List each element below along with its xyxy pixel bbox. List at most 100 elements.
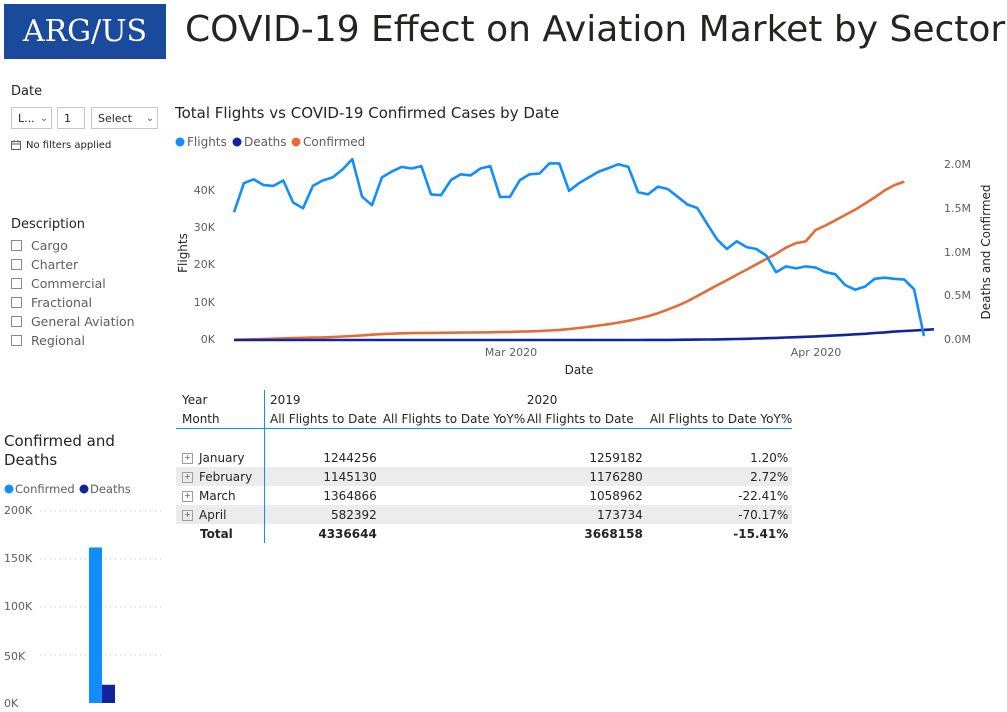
total-label: Total	[200, 526, 233, 541]
slicer-item-charter[interactable]: Charter	[11, 257, 78, 272]
y-tick-label: 30K	[194, 221, 216, 234]
cell-yoy-2020: 2.72%	[750, 469, 789, 484]
checkbox[interactable]	[11, 278, 22, 289]
checkbox[interactable]	[11, 297, 22, 308]
x-tick-label: Mar 2020	[485, 346, 537, 359]
year-header-2019: 2019	[263, 390, 377, 409]
checkbox[interactable]	[11, 335, 22, 346]
cell-yoy-2019	[377, 448, 527, 467]
legend-dot-deaths	[79, 484, 89, 494]
y2-tick-label: 0.0M	[944, 333, 971, 346]
y-tick-label: 10K	[194, 296, 216, 309]
total-yoy-2019	[377, 524, 527, 543]
chart-legend: Flights Deaths Confirmed	[175, 135, 365, 149]
flights-vs-covid-chart[interactable]: Flights Deaths Confirmed 0K 10K 20K 30K …	[170, 128, 1000, 383]
date-period-dropdown[interactable]: L... ⌄	[11, 107, 52, 129]
cell-flights-2020: 1058962	[589, 488, 643, 503]
chevron-down-icon: ⌄	[39, 112, 49, 124]
gridlines	[40, 510, 165, 656]
total-flights-2020: 3668158	[584, 526, 643, 541]
date-count-input[interactable]: 1	[57, 107, 85, 129]
cell-flights-2020: 173734	[597, 507, 643, 522]
legend-deaths[interactable]: Deaths	[244, 135, 287, 149]
date-unit-value: Select	[98, 111, 132, 125]
plus-box-icon[interactable]: +	[182, 490, 193, 502]
page-title: COVID-19 Effect on Aviation Market by Se…	[185, 9, 1006, 50]
legend-confirmed[interactable]: Confirmed	[303, 135, 365, 149]
series-line-confirmed[interactable]	[233, 180, 905, 342]
cell-flights-2019: 582392	[263, 505, 377, 524]
checkbox[interactable]	[11, 259, 22, 270]
cell-yoy-2019	[377, 505, 527, 524]
legend-deaths[interactable]: Deaths	[90, 482, 131, 496]
col-header-flights-2019[interactable]: All Flights to Date	[263, 409, 377, 429]
cell-yoy-2020: -22.41%	[738, 488, 789, 503]
slicer-item-label: Charter	[31, 257, 79, 272]
col-header-flights-2020[interactable]: All Flights to Date	[526, 411, 634, 426]
cell-yoy-2019	[377, 486, 527, 505]
plus-box-icon[interactable]: +	[182, 452, 193, 464]
description-slicer-title: Description	[11, 217, 86, 232]
row-header-year: Year	[182, 392, 208, 407]
year-header-2020: 2020	[526, 392, 558, 407]
chart-legend: Confirmed Deaths	[4, 482, 131, 496]
col-header-yoy-2020[interactable]: All Flights to Date YoY%	[649, 411, 793, 426]
argus-logo: ARG/US	[4, 4, 166, 59]
slicer-item-regional[interactable]: Regional	[11, 333, 85, 348]
bar-deaths[interactable]	[102, 684, 115, 703]
plus-box-icon[interactable]: +	[182, 471, 193, 483]
cell-flights-2019: 1145130	[263, 467, 377, 486]
y-tick-label: 0K	[201, 333, 216, 346]
col-header-yoy-2019[interactable]: All Flights to Date YoY%	[382, 411, 526, 426]
main-chart-title: Total Flights vs COVID-19 Confirmed Case…	[175, 104, 560, 122]
cell-flights-2020: 1176280	[589, 469, 643, 484]
slicer-item-label: General Aviation	[31, 314, 135, 329]
slicer-item-label: Commercial	[31, 276, 106, 291]
y-tick-label: 40K	[194, 184, 216, 197]
cell-yoy-2020: -70.17%	[738, 507, 789, 522]
checkbox[interactable]	[11, 316, 22, 327]
checkbox[interactable]	[11, 240, 22, 251]
total-flights-2019: 4336644	[263, 524, 377, 543]
table-row: + April 582392 173734 -70.17%	[176, 505, 793, 524]
legend-dot-confirmed	[4, 484, 14, 494]
logo-text: ARG/US	[22, 14, 148, 49]
chevron-down-icon: ⌄	[145, 112, 155, 124]
filter-note-text: No filters applied	[26, 140, 112, 151]
table-row: + February 1145130 1176280 2.72%	[176, 467, 793, 486]
y-tick-label: 150K	[4, 552, 33, 565]
row-month: April	[199, 507, 227, 522]
series-line-flights[interactable]	[232, 157, 926, 337]
row-header-month: Month	[182, 411, 220, 426]
y-tick-label: 20K	[194, 258, 216, 271]
x-tick-label: Apr 2020	[791, 346, 842, 359]
slicer-item-cargo[interactable]: Cargo	[11, 238, 68, 253]
table-total-row: Total 4336644 3668158 -15.41%	[176, 524, 792, 543]
date-unit-dropdown[interactable]: Select ⌄	[91, 107, 158, 129]
slicer-item-general-aviation[interactable]: General Aviation	[11, 314, 135, 329]
legend-confirmed[interactable]: Confirmed	[15, 482, 75, 496]
row-month: February	[199, 469, 253, 484]
confirmed-deaths-chart[interactable]: Confirmed Deaths 0K 50K 100K 150K 200K	[0, 478, 170, 712]
slicer-item-label: Fractional	[31, 295, 93, 310]
legend-flights[interactable]: Flights	[187, 135, 227, 149]
legend-dot-confirmed	[291, 137, 301, 147]
row-month: March	[199, 488, 236, 503]
confirmed-deaths-chart-title: Confirmed and Deaths	[4, 432, 115, 469]
date-period-value: L...	[18, 111, 35, 125]
filter-status: No filters applied	[11, 140, 111, 151]
plus-box-icon[interactable]: +	[182, 509, 193, 521]
y-tick-label: 200K	[4, 504, 33, 517]
x-axis-title: Date	[565, 363, 594, 377]
legend-dot-deaths	[232, 137, 242, 147]
slicer-item-commercial[interactable]: Commercial	[11, 276, 106, 291]
bar-confirmed[interactable]	[89, 547, 102, 703]
series-line-deaths[interactable]	[234, 328, 934, 342]
table-row: + January 1244256 1259182 1.20%	[176, 448, 792, 467]
slicer-item-fractional[interactable]: Fractional	[11, 295, 92, 310]
cell-flights-2019: 1244256	[263, 448, 377, 467]
date-count-value: 1	[64, 111, 71, 125]
cell-yoy-2019	[377, 467, 527, 486]
filter-calendar-icon	[11, 140, 21, 150]
y2-tick-label: 2.0M	[944, 158, 971, 171]
